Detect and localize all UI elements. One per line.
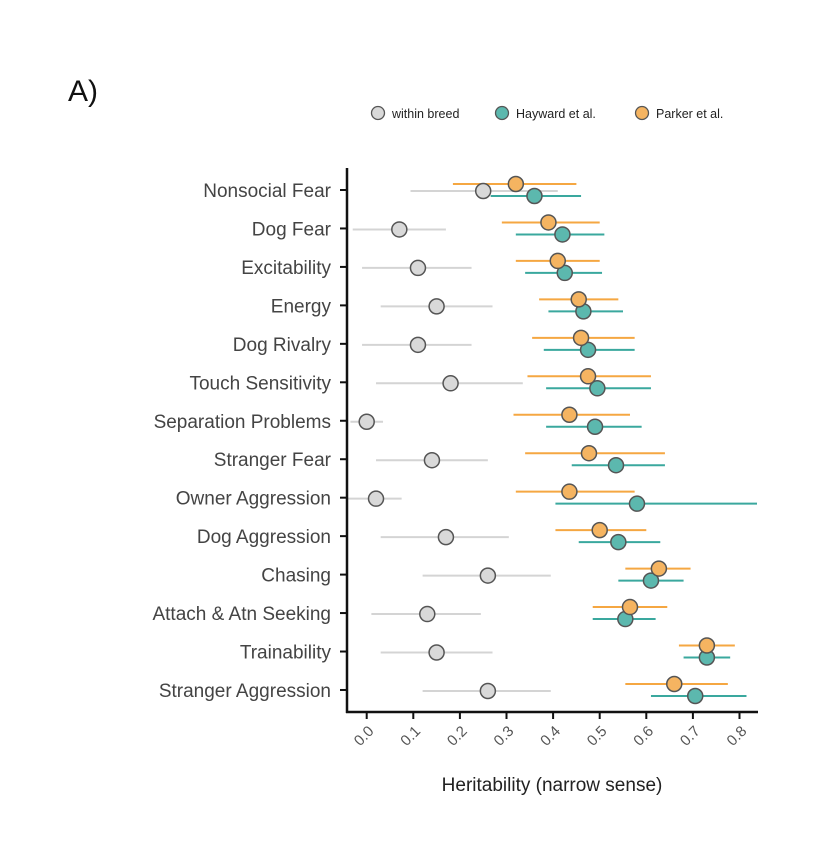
x-tick-label: 0.7 (677, 723, 704, 750)
data-point-1 (586, 418, 604, 436)
category-label: Dog Fear (252, 219, 332, 240)
data-point-1 (579, 341, 597, 359)
data-point-2 (650, 560, 668, 577)
plot-area (348, 175, 757, 705)
data-point-0 (437, 528, 455, 546)
category-label: Touch Sensitivity (189, 373, 331, 394)
data-point-2 (561, 406, 578, 424)
data-point-2 (698, 637, 716, 654)
data-point-0 (409, 259, 427, 277)
x-tick-label: 0.6 (630, 723, 657, 750)
legend-swatch (494, 105, 510, 121)
category-label: Stranger Fear (214, 450, 332, 471)
category-label: Dog Aggression (197, 527, 331, 548)
data-point-2 (666, 675, 683, 693)
data-point-2 (591, 521, 608, 539)
category-label: Energy (271, 296, 332, 317)
data-point-1 (686, 687, 704, 705)
category-label: Separation Problems (154, 412, 331, 433)
data-point-1 (526, 187, 543, 205)
data-point-2 (540, 214, 557, 231)
legend-label: Parker et al. (656, 107, 723, 121)
data-point-2 (580, 444, 598, 462)
legend-swatch (370, 105, 386, 121)
x-tick-label: 0.2 (444, 723, 471, 750)
data-point-2 (549, 252, 567, 270)
x-tick-label: 0.3 (491, 723, 518, 750)
x-axis-label: Heritability (narrow sense) (442, 775, 663, 796)
category-label: Chasing (261, 566, 331, 587)
legend: within breed Hayward et al. Parker et al. (370, 105, 723, 121)
data-point-1 (642, 572, 660, 589)
data-point-0 (367, 490, 385, 507)
data-point-0 (409, 336, 427, 354)
data-point-2 (570, 291, 587, 308)
data-point-2 (507, 175, 525, 193)
panel-label: A) (68, 75, 98, 108)
x-tick-label: 0.8 (724, 723, 751, 750)
x-tick-label: 0.4 (537, 723, 564, 750)
category-label: Trainability (240, 643, 332, 664)
data-point-1 (554, 226, 571, 243)
legend-label: Hayward et al. (516, 107, 596, 121)
category-label: Owner Aggression (176, 489, 331, 510)
data-point-0 (428, 644, 445, 661)
data-point-1 (628, 495, 646, 512)
data-point-1 (589, 380, 606, 397)
legend-swatch (634, 105, 650, 121)
data-point-0 (391, 221, 408, 238)
data-point-1 (556, 264, 573, 282)
data-point-0 (358, 413, 375, 431)
data-point-2 (572, 329, 590, 347)
data-point-2 (579, 368, 597, 385)
category-label: Excitability (241, 258, 331, 279)
data-point-2 (621, 598, 639, 616)
legend-label: within breed (391, 107, 459, 121)
data-point-2 (561, 483, 578, 500)
category-label: Attach & Atn Seeking (152, 604, 331, 625)
x-axis-ticks: 0.0 0.1 0.2 0.3 0.4 0.5 0.6 0.7 0.8 (351, 712, 751, 750)
x-tick-label: 0.1 (397, 723, 424, 750)
category-label: Nonsocial Fear (203, 181, 331, 202)
category-label: Dog Rivalry (233, 335, 332, 356)
data-point-0 (474, 182, 492, 200)
data-point-0 (479, 567, 497, 584)
data-point-1 (610, 533, 627, 551)
data-point-0 (479, 682, 497, 700)
data-point-1 (607, 456, 625, 474)
x-tick-label: 0.0 (351, 723, 378, 750)
y-axis-labels: Nonsocial Fear Dog Fear Excitability Energy… (152, 181, 347, 702)
data-point-0 (419, 605, 436, 623)
data-point-0 (423, 451, 441, 469)
data-point-0 (428, 298, 445, 315)
x-tick-label: 0.5 (584, 723, 611, 750)
data-point-0 (442, 375, 459, 392)
category-label: Stranger Aggression (159, 681, 331, 702)
